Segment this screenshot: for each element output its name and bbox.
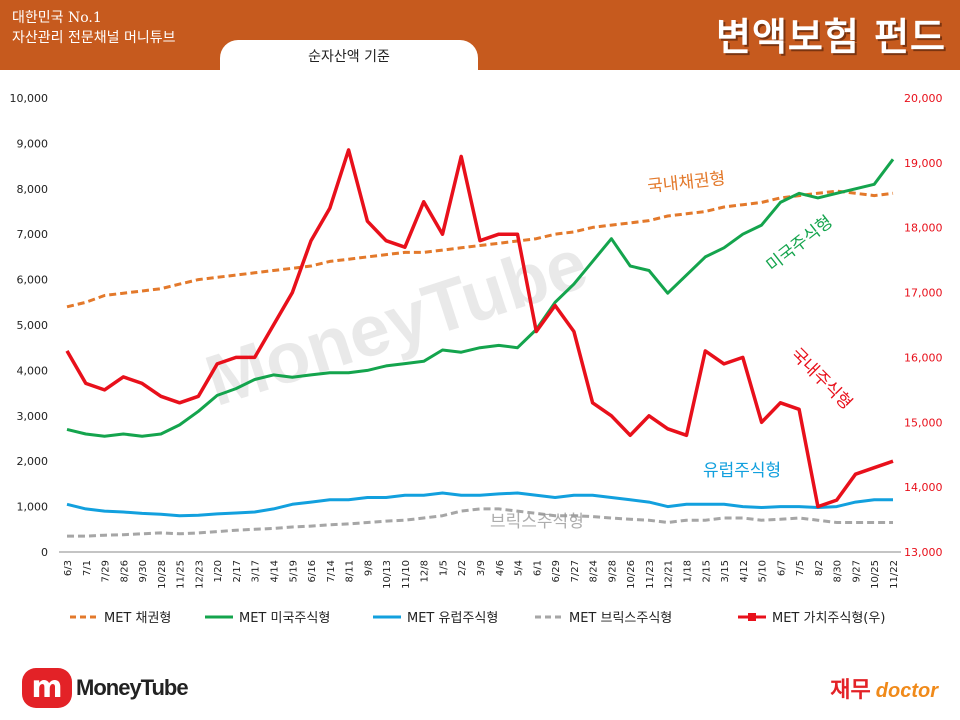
series-line-3	[67, 507, 893, 538]
x-axis-tick: 2/15	[701, 560, 712, 582]
x-axis-tick: 8/11	[345, 560, 356, 582]
x-axis-tick: 6/29	[551, 560, 562, 582]
x-axis-tick: 9/27	[851, 560, 862, 582]
left-axis-tick: 8,000	[17, 183, 49, 196]
brand-subtitle: 자산관리 전문채널 머니튜브	[12, 30, 176, 46]
label-us: 미국주식형	[763, 212, 837, 276]
series-line-2	[66, 491, 893, 518]
x-axis-tick: 10/13	[382, 560, 393, 589]
x-axis-tick: 11/25	[176, 560, 187, 589]
right-axis-tick: 19,000	[904, 157, 943, 170]
x-axis-tick: 4/6	[495, 560, 506, 576]
x-axis-tick: 9/28	[607, 560, 618, 582]
x-axis-tick: 12/23	[194, 560, 205, 589]
x-axis-tick: 1/20	[213, 560, 224, 582]
x-axis-tick: 3/15	[720, 560, 731, 582]
x-axis-tick: 5/10	[758, 560, 769, 582]
series-line-1	[66, 158, 895, 438]
x-axis-tick: 1/18	[683, 560, 694, 582]
x-axis-tick: 7/29	[101, 560, 112, 582]
right-axis-tick: 13,000	[904, 546, 943, 559]
page-title: 변액보험 펀드	[716, 15, 946, 59]
legend-label-1: MET 미국주식형	[239, 611, 330, 626]
left-axis-tick: 4,000	[17, 364, 49, 377]
x-axis-tick: 6/3	[63, 560, 74, 576]
label-europe: 유럽주식형	[703, 461, 781, 481]
header-bar: 대한민국 No.1 자산관리 전문채널 머니튜브 변액보험 펀드	[0, 0, 960, 70]
legend-label-3: MET 브릭스주식형	[569, 611, 672, 626]
x-axis-tick: 9/8	[363, 560, 374, 576]
x-axis-tick: 8/2	[814, 560, 825, 576]
x-axis-tick: 3/17	[251, 560, 262, 582]
x-axis-tick: 6/7	[776, 560, 787, 576]
moneytube-logo-mark: m	[22, 668, 72, 708]
right-axis-tick: 14,000	[904, 481, 943, 494]
x-axis-tick: 6/16	[307, 560, 318, 582]
legend-label-0: MET 채권형	[104, 611, 171, 626]
left-axis-tick: 1,000	[17, 501, 49, 514]
doctor-logo: 재무 doctor	[830, 672, 938, 704]
x-axis-tick: 8/24	[589, 560, 600, 582]
right-axis-tick: 16,000	[904, 351, 943, 364]
left-axis-tick: 6,000	[17, 274, 49, 287]
left-axis-tick: 9,000	[17, 137, 49, 150]
label-brics: 브릭스주식형	[490, 512, 584, 532]
x-axis-tick: 4/14	[270, 560, 281, 582]
x-axis-tick: 2/2	[457, 560, 468, 576]
left-axis-tick: 2,000	[17, 455, 49, 468]
series-line-0	[66, 189, 894, 309]
x-axis-tick: 12/21	[664, 560, 675, 589]
x-axis-tick: 11/22	[889, 560, 900, 589]
legend-marker-4	[748, 613, 756, 621]
basis-label: 순자산액 기준	[220, 40, 478, 76]
moneytube-logo-text: MoneyTube	[76, 675, 189, 700]
x-axis-tick: 10/28	[157, 560, 168, 589]
x-axis-tick: 1/5	[438, 560, 449, 576]
label-value: 국내주식형	[786, 344, 855, 413]
moneytube-logo: m MoneyTube	[22, 668, 189, 708]
x-axis-tick: 8/26	[119, 560, 130, 582]
x-axis-tick: 6/1	[532, 560, 543, 576]
x-axis-tick: 9/30	[138, 560, 149, 582]
x-axis-tick: 8/30	[833, 560, 844, 582]
x-axis-tick: 4/12	[739, 560, 750, 582]
x-axis-tick: 11/10	[401, 560, 412, 589]
x-axis-tick: 2/17	[232, 560, 243, 582]
series-line-4	[65, 148, 894, 509]
left-axis-tick: 0	[41, 546, 48, 559]
legend-label-2: MET 유럽주식형	[407, 611, 498, 626]
x-axis-tick: 12/8	[420, 560, 431, 582]
legend-label-4: MET 가치주식형(우)	[772, 611, 885, 626]
x-axis-tick: 7/14	[326, 560, 337, 582]
x-axis-tick: 11/23	[645, 560, 656, 589]
label-bond: 국내채권형	[646, 169, 726, 197]
right-axis-tick: 20,000	[904, 92, 943, 105]
x-axis-tick: 7/1	[82, 560, 93, 576]
right-axis-tick: 15,000	[904, 416, 943, 429]
x-axis-tick: 5/4	[514, 560, 525, 576]
x-axis-tick: 5/19	[288, 560, 299, 582]
left-axis-tick: 10,000	[10, 92, 49, 105]
brand-tagline: 대한민국 No.1	[12, 10, 102, 26]
doctor-logo-korean: 재무	[830, 678, 871, 703]
left-axis-tick: 5,000	[17, 319, 49, 332]
right-axis-tick: 18,000	[904, 222, 943, 235]
left-axis-tick: 3,000	[17, 410, 49, 423]
left-axis-tick: 7,000	[17, 228, 49, 241]
x-axis-tick: 3/9	[476, 560, 487, 576]
doctor-logo-english: doctor	[875, 680, 938, 702]
x-axis-tick: 10/26	[626, 560, 637, 589]
x-axis-tick: 10/25	[870, 560, 881, 589]
right-axis-tick: 17,000	[904, 287, 943, 300]
x-axis-tick: 7/27	[570, 560, 581, 582]
x-axis-tick: 7/5	[795, 560, 806, 576]
